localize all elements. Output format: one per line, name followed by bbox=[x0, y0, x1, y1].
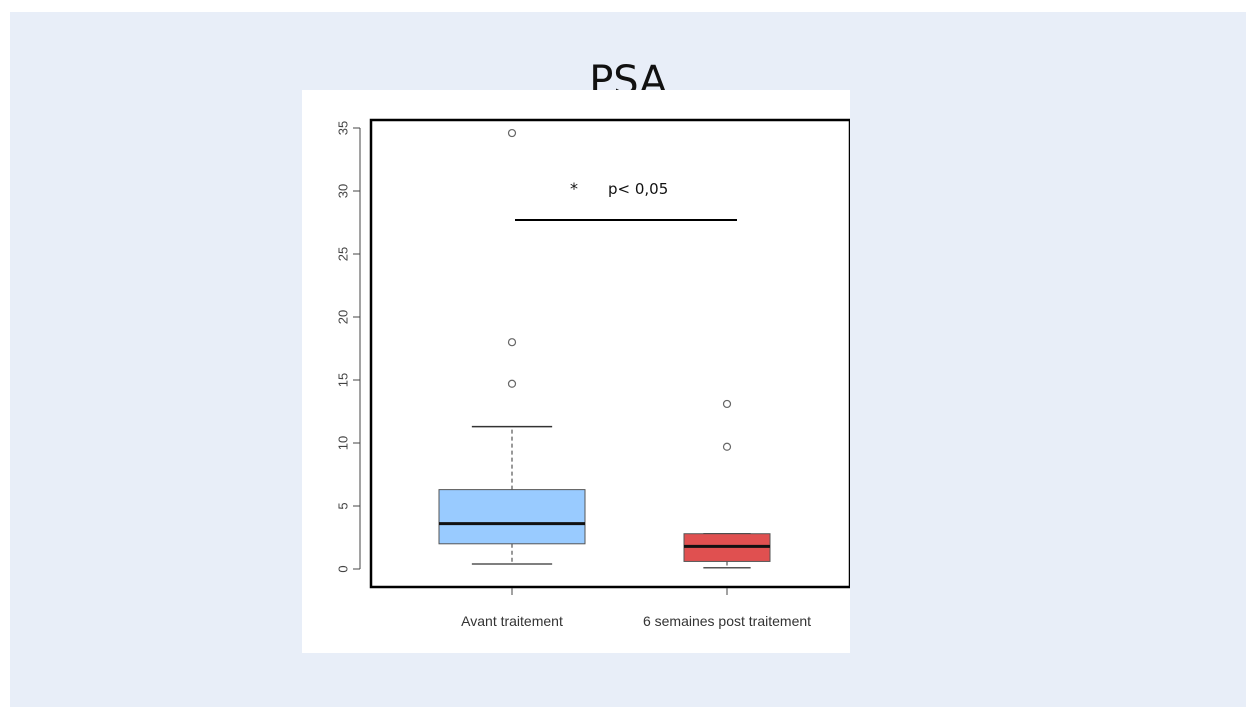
outlier-point bbox=[507, 379, 517, 388]
outlier-point bbox=[507, 338, 517, 347]
plot-area bbox=[369, 118, 850, 589]
x-tick-label: 6 semaines post traitement bbox=[643, 613, 811, 629]
p-value-label: p< 0,05 bbox=[608, 180, 668, 198]
x-axis-labels: Avant traitement 6 semaines post traiteme… bbox=[461, 588, 811, 629]
y-axis: 0 5 10 15 20 25 30 35 bbox=[335, 121, 361, 573]
outlier-point bbox=[722, 399, 732, 409]
box-iqr bbox=[438, 489, 586, 545]
box-plot: 0 5 10 15 20 25 30 35 Avant traitement 6 semaine… bbox=[335, 118, 850, 629]
y-tick-label: 20 bbox=[335, 310, 350, 324]
y-tick-label: 30 bbox=[335, 184, 350, 198]
slide-background: PSA 0 5 10 15 20 25 30 35 Avant traitement 6 sem… bbox=[10, 12, 1246, 707]
box-post-traitement bbox=[683, 399, 771, 569]
outlier-point bbox=[722, 442, 732, 451]
y-tick-label: 15 bbox=[335, 373, 350, 387]
significance-star: * bbox=[570, 179, 578, 198]
x-tick-label: Avant traitement bbox=[461, 613, 563, 629]
y-tick-label: 25 bbox=[335, 247, 350, 261]
chart-panel: 0 5 10 15 20 25 30 35 Avant traitement 6 semaine… bbox=[302, 90, 850, 653]
plot-frame bbox=[369, 118, 850, 589]
y-tick-label: 0 bbox=[335, 565, 350, 572]
box-avant-traitement bbox=[438, 128, 586, 565]
y-tick-label: 35 bbox=[335, 121, 350, 135]
outlier-point bbox=[507, 128, 517, 138]
y-tick-label: 10 bbox=[335, 436, 350, 450]
y-tick-label: 5 bbox=[335, 502, 350, 509]
